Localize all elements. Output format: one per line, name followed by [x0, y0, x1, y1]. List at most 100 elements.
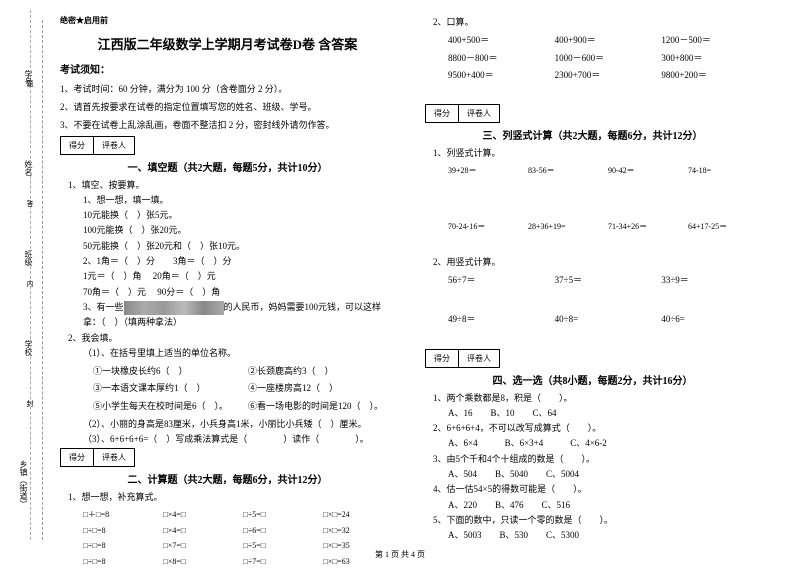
- money-image: [124, 301, 224, 315]
- q2-d: （3）、6+6+6+6=（ ）写成乘法算式是（ ）读作（ ）。: [68, 432, 395, 447]
- v1b-2: 71-34+26＝: [608, 220, 680, 234]
- dash-label-4: 封: [25, 400, 35, 407]
- vert2: 2、用竖式计算。 56÷7＝37÷5＝33÷9＝ 49÷8＝40÷8=40÷6=: [425, 255, 760, 328]
- score-col3: 得分: [426, 105, 459, 122]
- score-col4: 得分: [426, 350, 459, 367]
- dash-label-1: 题: [25, 80, 35, 87]
- dash-label-2: 答: [25, 200, 35, 207]
- reviewer-col4: 评卷人: [459, 350, 499, 367]
- c2-1-2: 300+800＝: [661, 51, 760, 66]
- label-town: 乡镇（街道）: [18, 460, 29, 508]
- vert2-head: 2、用竖式计算。: [433, 255, 760, 270]
- q2-b5: ⑤小学生每天在校时间是6（ ）。: [93, 399, 240, 414]
- v2b-2: 40÷6=: [661, 312, 760, 327]
- c2-0-2: 1200－500＝: [661, 33, 760, 48]
- q2-b1: ①一块橡皮长约6（ ）: [93, 364, 240, 379]
- vert1: 1、列竖式计算。 39+28＝83-56＝90-42＝74-18= 70-24-…: [425, 146, 760, 233]
- notice-1: 1、考试时间：60 分钟，满分为 100 分（含卷面分 2 分）。: [60, 81, 395, 97]
- c2-0-1: 400+900＝: [555, 33, 654, 48]
- q2-b4: ④一座楼房高12（ ）: [248, 381, 395, 396]
- v1b-3: 64+17-25＝: [688, 220, 760, 234]
- c1-0-2: □÷5=□: [243, 508, 315, 522]
- score-box-2: 得分 评卷人: [60, 448, 135, 467]
- q2-b6: ⑥看一场电影的时间是120（ ）。: [248, 399, 395, 414]
- c2-0-0: 400+500＝: [448, 33, 547, 48]
- v1-1: 83-56＝: [528, 164, 600, 178]
- c1-1-0: □÷□=8: [83, 524, 155, 538]
- calc1-head: 1、想一想，补充算式。: [68, 490, 395, 505]
- vert2-r2: 49÷8＝ 40÷8= 40÷6=: [433, 312, 760, 327]
- choose-block: 1、两个乘数都是8，积是（ ）。 A、16 B、10 C、64 2、6+6+6+…: [425, 391, 760, 544]
- v2b-1: 40÷8=: [555, 312, 654, 327]
- section4-title: 四、选一选（共8小题，每题2分，共计16分）: [425, 372, 760, 387]
- v2-1: 37÷5＝: [555, 273, 654, 288]
- ch4-q: 4、估一估54×5的得数可能是（ ）。: [433, 482, 760, 497]
- v2b-0: 49÷8＝: [448, 312, 547, 327]
- ch3-o: A、504 B、5040 C、5004: [433, 467, 760, 482]
- page-footer: 第 1 页 共 4 页: [0, 549, 800, 560]
- c2-2-1: 2300+700＝: [555, 68, 654, 83]
- c1-0-0: □＋□=8: [83, 508, 155, 522]
- reviewer-col3: 评卷人: [459, 105, 499, 122]
- c1-1-2: □÷6=□: [243, 524, 315, 538]
- ch2-o: A、6×4 B、6×3+4 C、4×6-2: [433, 436, 760, 451]
- c2-1-1: 1000－600＝: [555, 51, 654, 66]
- q2-a: （1）、在括号里填上适当的单位名称。: [68, 346, 395, 361]
- section1-title: 一、填空题（共2大题，每题5分，共计10分）: [60, 159, 395, 174]
- q1-c: 50元能换（ ）张20元和（ ）张10元。: [68, 239, 395, 254]
- score-box-4: 得分 评卷人: [425, 349, 500, 368]
- q1-e: 1元＝（ ）角 20角＝（ ）元: [68, 269, 395, 284]
- q2-b-grid: ①一块橡皮长约6（ ） ②长颈鹿高约3（ ） ③一本语文课本厚约1（ ） ④一座…: [68, 364, 395, 414]
- reviewer-col2: 评卷人: [94, 449, 134, 466]
- c2-2-0: 9500+400＝: [448, 68, 547, 83]
- exam-title: 江西版二年级数学上学期月考试卷D卷 含答案: [60, 34, 395, 53]
- q1-l1: 1、想一想，填一填。: [68, 193, 395, 208]
- label-class: 班级: [23, 250, 34, 266]
- seal-line: [30, 10, 31, 540]
- ch2-q: 2、6+6+6+4，不可以改写成算式（ ）。: [433, 421, 760, 436]
- c2-2-2: 9800+200＝: [661, 68, 760, 83]
- label-name: 姓名: [23, 160, 34, 176]
- ch4-o: A、220 B、476 C、516: [433, 498, 760, 513]
- v1-0: 39+28＝: [448, 164, 520, 178]
- vert2-r1: 56÷7＝37÷5＝33÷9＝: [433, 273, 760, 288]
- v1-2: 90-42＝: [608, 164, 680, 178]
- score-box-1: 得分 评卷人: [60, 136, 135, 155]
- left-column: 绝密★启用前 江西版二年级数学上学期月考试卷D卷 含答案 考试须知： 1、考试时…: [50, 15, 405, 571]
- v1b-0: 70-24-16＝: [448, 220, 520, 234]
- ch5-q: 5、下面的数中，只读一个零的数是（ ）。: [433, 513, 760, 528]
- vert1-r2: 70-24-16＝ 28+36+19= 71-34+26＝ 64+17-25＝: [433, 220, 760, 234]
- v1-3: 74-18=: [688, 164, 760, 178]
- right-column: 2、口算。 400+500＝ 400+900＝ 1200－500＝ 8800－800…: [415, 15, 770, 571]
- ch1-o: A、16 B、10 C、64: [433, 406, 760, 421]
- c1-1-3: □×□=32: [323, 524, 395, 538]
- q2-head: 2、我会填。: [68, 331, 395, 346]
- v2-0: 56÷7＝: [448, 273, 547, 288]
- ch3-q: 3、由5个千和4个十组成的数是（ ）。: [433, 452, 760, 467]
- q1-a: 10元能换（ ）张5元。: [68, 208, 395, 223]
- score-box-3: 得分 评卷人: [425, 104, 500, 123]
- q1-head: 1、填空、按要算。: [68, 178, 395, 193]
- c1-1-1: □×4=□: [163, 524, 235, 538]
- score-col: 得分: [61, 137, 94, 154]
- vert1-r1: 39+28＝ 83-56＝ 90-42＝ 74-18=: [433, 164, 760, 178]
- q1-d: 2、1角＝（ ）分 3角＝（ ）分: [68, 254, 395, 269]
- calc2: 2、口算。 400+500＝ 400+900＝ 1200－500＝ 8800－800…: [425, 15, 760, 83]
- page-content: 绝密★启用前 江西版二年级数学上学期月考试卷D卷 含答案 考试须知： 1、考试时…: [0, 0, 800, 571]
- q2: 2、我会填。 （1）、在括号里填上适当的单位名称。 ①一块橡皮长约6（ ） ②长…: [60, 331, 395, 448]
- calc2-head: 2、口算。: [433, 15, 760, 30]
- q1-g-line: 3、有一些的人民币，妈妈需要100元钱，可以这样拿：（ ）（填两种拿法）: [68, 300, 395, 331]
- ch1-q: 1、两个乘数都是8，积是（ ）。: [433, 391, 760, 406]
- c2-1-0: 8800－800＝: [448, 51, 547, 66]
- c1-0-1: □×4=□: [163, 508, 235, 522]
- q2-b2: ②长颈鹿高约3（ ）: [248, 364, 395, 379]
- section3-title: 三、列竖式计算（共2大题，每题6分，共计12分）: [425, 127, 760, 142]
- v1b-1: 28+36+19=: [528, 220, 600, 234]
- calc2-grid: 400+500＝ 400+900＝ 1200－500＝ 8800－800＝ 1000－…: [433, 33, 760, 83]
- q1-f: 70角＝（ ）元 90分＝（ ）角: [68, 285, 395, 300]
- notice-title: 考试须知：: [60, 61, 395, 76]
- notice-3: 3、不要在试卷上乱涂乱画，卷面不整洁扣 2 分，密封线外请勿作答。: [60, 117, 395, 133]
- label-school: 学校: [23, 340, 34, 356]
- dash-label-3: 内: [25, 280, 35, 287]
- q2-c: （2）、小丽的身高是83厘米，小兵身高1米，小丽比小兵矮（ ）厘米。: [68, 417, 395, 432]
